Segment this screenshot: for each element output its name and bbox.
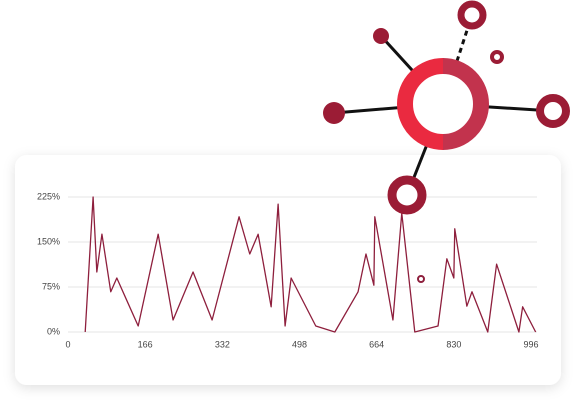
x-tick-label: 332 bbox=[215, 339, 230, 349]
y-tick-label: 225% bbox=[37, 191, 60, 201]
y-tick-label: 75% bbox=[42, 281, 60, 291]
y-tick-label: 0% bbox=[47, 326, 60, 336]
point-highlight bbox=[417, 275, 425, 283]
x-tick-label: 498 bbox=[292, 339, 307, 349]
network-graphic bbox=[323, 0, 570, 215]
x-tick-label: 996 bbox=[523, 339, 538, 349]
x-tick-label: 830 bbox=[446, 339, 461, 349]
x-tick-label: 664 bbox=[369, 339, 384, 349]
plot: 0% 75% 150% 225% 0 166 332 498 664 830 996 bbox=[37, 191, 539, 349]
y-tick-label: 150% bbox=[37, 236, 60, 246]
x-tick-label: 0 bbox=[65, 339, 70, 349]
line-series bbox=[84, 196, 537, 333]
card bbox=[15, 155, 561, 385]
x-tick-label: 166 bbox=[138, 339, 153, 349]
